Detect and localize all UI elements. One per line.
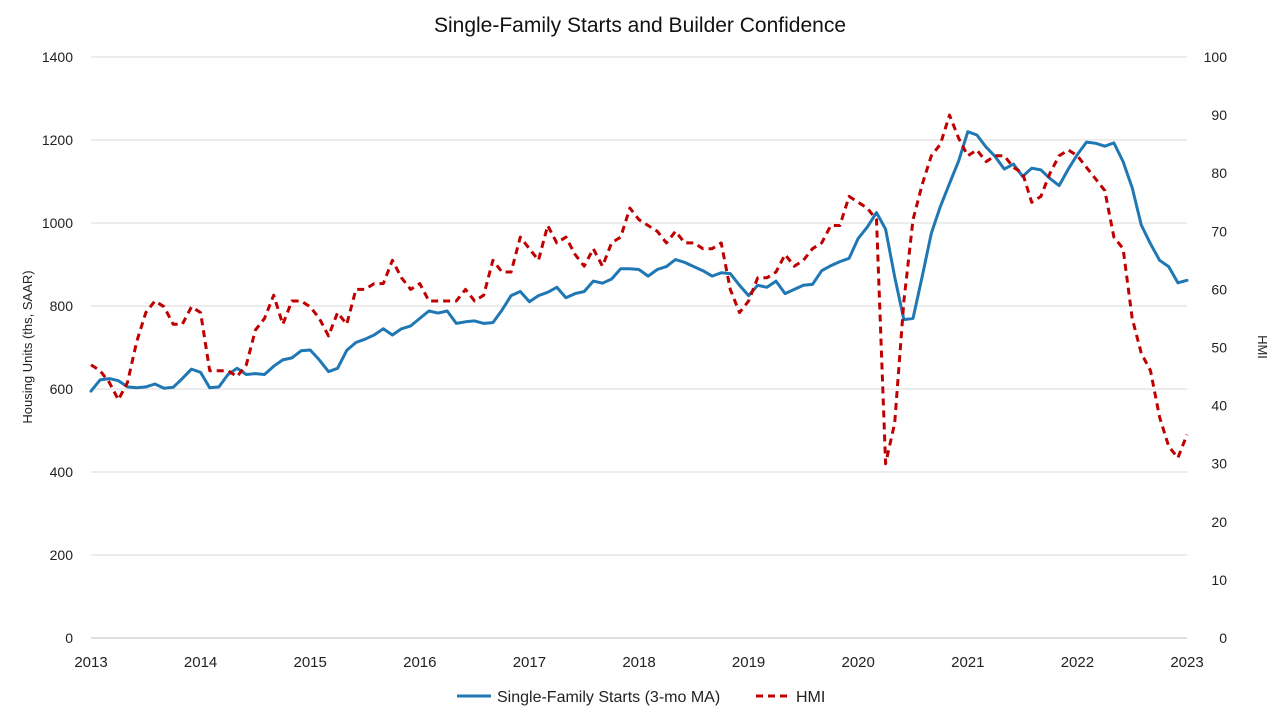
y-axis-left-ticks: 0 200 400 600 800 1000 1200 1400 <box>42 49 73 646</box>
y-left-tick-label: 600 <box>50 381 74 397</box>
y-right-tick-label: 30 <box>1211 456 1227 472</box>
legend: Single-Family Starts (3-mo MA) HMI <box>457 689 825 706</box>
y-left-tick-label: 200 <box>50 547 74 563</box>
x-tick-label: 2015 <box>294 654 327 671</box>
y-right-tick-label: 40 <box>1211 398 1227 414</box>
y-left-tick-label: 400 <box>50 464 74 480</box>
y-right-tick-label: 50 <box>1211 340 1227 356</box>
series-line-hmi <box>90 113 1189 466</box>
series-lines <box>89 113 1189 466</box>
y-right-tick-label: 20 <box>1211 514 1227 530</box>
x-tick-label: 2020 <box>842 654 875 671</box>
x-tick-label: 2023 <box>1170 654 1203 671</box>
y-right-tick-label: 100 <box>1204 49 1228 65</box>
y-left-tick-label: 1400 <box>42 49 73 65</box>
y-right-tick-label: 80 <box>1211 165 1227 181</box>
x-tick-label: 2013 <box>74 654 107 671</box>
y-axis-right-title: HMI <box>1255 335 1270 359</box>
x-tick-label: 2021 <box>951 654 984 671</box>
x-tick-label: 2022 <box>1061 654 1094 671</box>
x-tick-label: 2017 <box>513 654 546 671</box>
gridlines <box>91 56 1187 639</box>
legend-label-starts: Single-Family Starts (3-mo MA) <box>497 689 720 706</box>
y-left-tick-label: 0 <box>65 630 73 646</box>
y-left-tick-label: 1200 <box>42 132 73 148</box>
x-tick-label: 2014 <box>184 654 217 671</box>
series-line-starts <box>89 130 1189 393</box>
y-right-tick-label: 90 <box>1211 107 1227 123</box>
x-tick-label: 2019 <box>732 654 765 671</box>
legend-label-hmi: HMI <box>796 689 825 706</box>
x-tick-label: 2018 <box>622 654 655 671</box>
y-axis-right-ticks: 0 10 20 30 40 50 60 70 80 90 100 <box>1204 49 1228 646</box>
y-right-tick-label: 0 <box>1219 630 1227 646</box>
y-axis-left-title: Housing Units (ths, SAAR) <box>20 270 35 423</box>
x-axis-ticks: 2013 2014 2015 2016 2017 2018 2019 2020 2021 2022… <box>74 654 1203 671</box>
y-right-tick-label: 60 <box>1211 281 1227 297</box>
y-right-tick-label: 70 <box>1211 223 1227 239</box>
y-right-tick-label: 10 <box>1211 572 1227 588</box>
chart-title: Single-Family Starts and Builder Confide… <box>434 14 846 37</box>
y-left-tick-label: 800 <box>50 298 74 314</box>
x-tick-label: 2016 <box>403 654 436 671</box>
y-left-tick-label: 1000 <box>42 215 73 231</box>
